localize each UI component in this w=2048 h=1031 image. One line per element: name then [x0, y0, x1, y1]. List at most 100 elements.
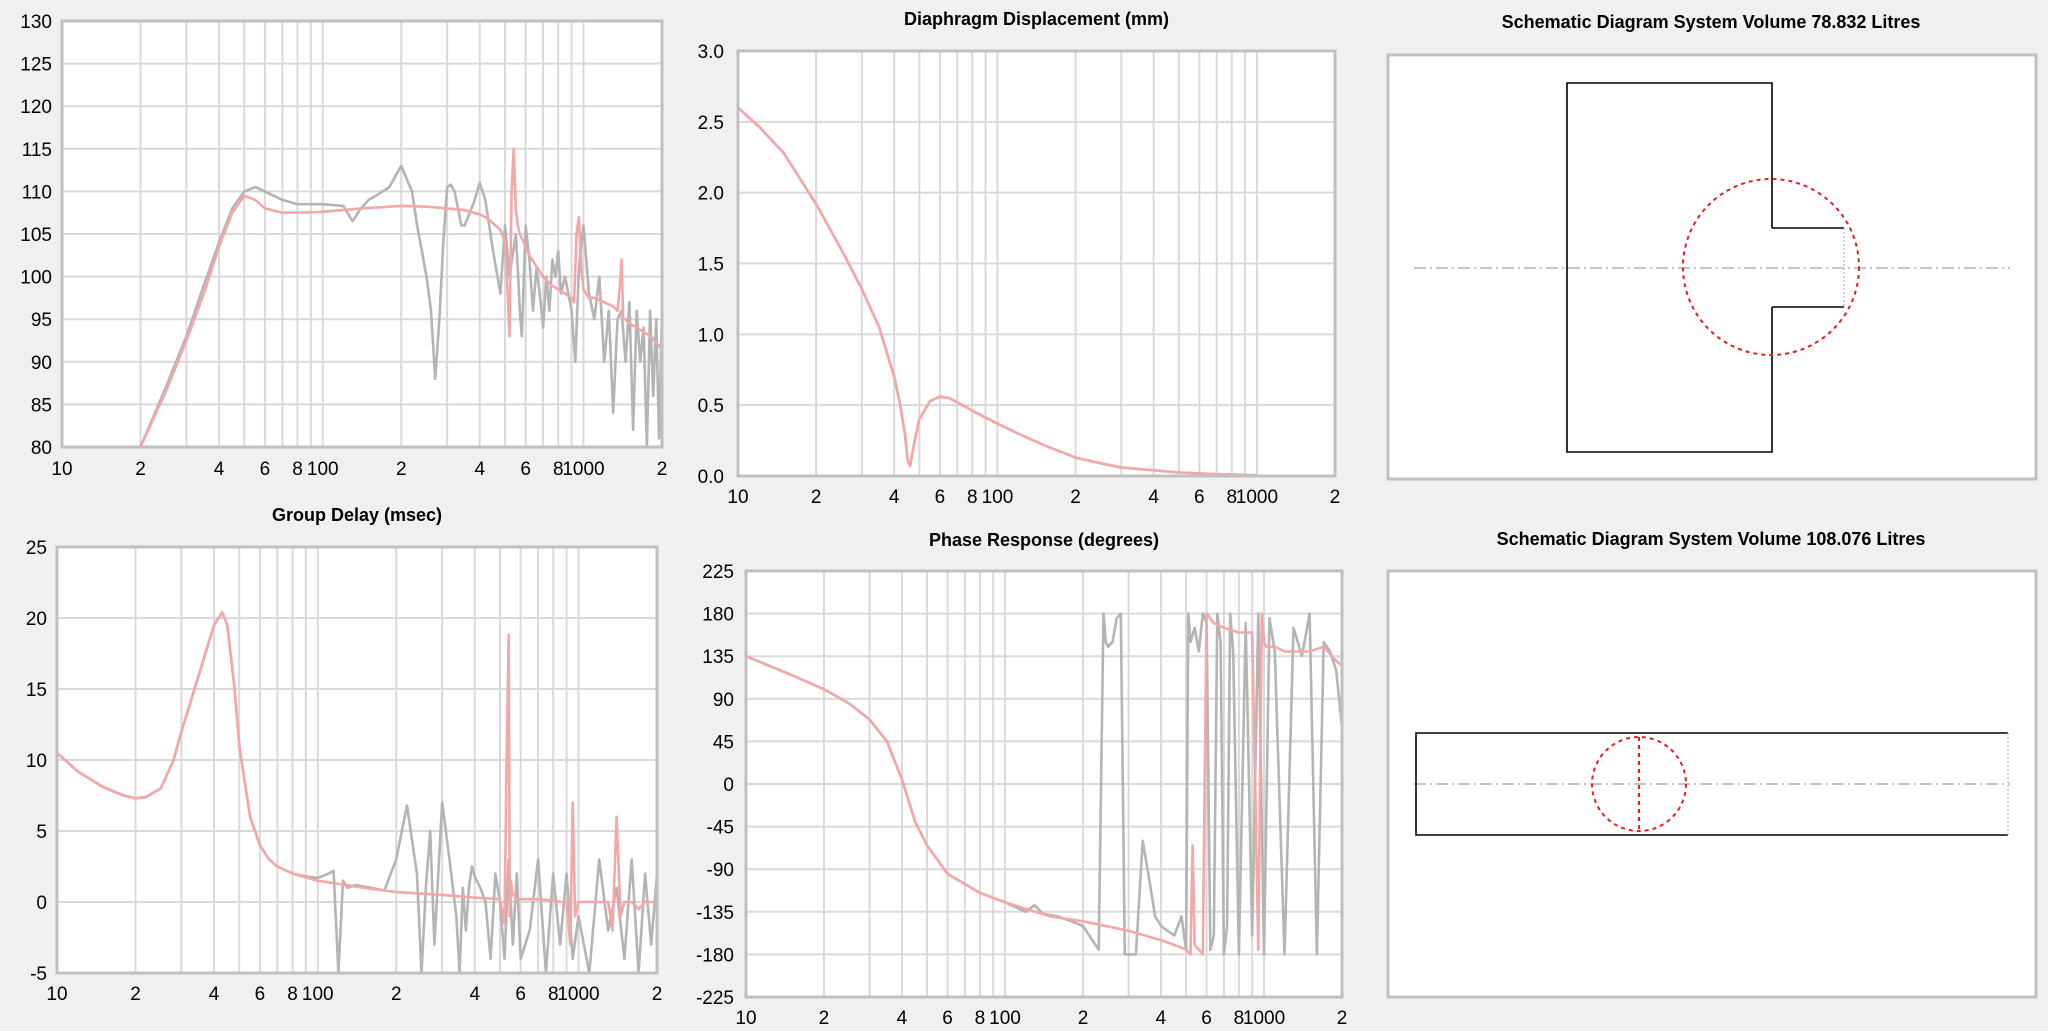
phase-y-tick-label: 0 — [723, 775, 734, 796]
spl-y-tick-label: 110 — [22, 182, 52, 203]
phase-x-tick-label: 2 — [1078, 1008, 1089, 1029]
spl-grid — [62, 21, 662, 447]
group-delay-y-tick-label: 0 — [36, 893, 47, 914]
schematic-2-title: Schematic Diagram System Volume 108.076 … — [1497, 529, 1926, 549]
group-delay-x-tick-label: 4 — [469, 984, 480, 1005]
spl-y-tick-label: 80 — [31, 438, 52, 459]
group-delay-x-tick-label: 10 — [46, 984, 67, 1005]
displacement-x-tick-label: 8 — [967, 487, 978, 508]
displacement-y-tick-label: 0.5 — [698, 396, 724, 417]
schematic-1-title: Schematic Diagram System Volume 78.832 L… — [1502, 12, 1921, 32]
spl-x-tick-label: 2 — [657, 459, 668, 480]
group-delay-x-tick-label: 2 — [652, 984, 663, 1005]
spl-x-tick-label: 10 — [51, 459, 72, 480]
displacement-model-line — [737, 106, 1257, 477]
displacement-y-tick-label: 2.5 — [698, 113, 724, 134]
group-delay-x-tick-label: 4 — [209, 984, 220, 1005]
phase-x-tick-label: 10 — [735, 1008, 756, 1029]
spl-model-line — [139, 147, 663, 448]
phase-y-tick-label: -45 — [707, 818, 734, 839]
phase-title: Phase Response (degrees) — [929, 530, 1159, 550]
enclosure-outline — [1566, 82, 1844, 453]
displacement-x-tick-label: 2 — [811, 487, 822, 508]
phase-grid — [746, 571, 1342, 997]
group-delay-x-tick-label: 8 — [287, 984, 298, 1005]
spl-x-tick-label: 4 — [474, 459, 485, 480]
phase-x-tick-label: 6 — [942, 1008, 953, 1029]
spl-x-tick-label: 2 — [135, 459, 146, 480]
schematic-2-panel: Schematic Diagram System Volume 108.076 … — [1370, 505, 2048, 1031]
phase-x-tick-label: 1000 — [1243, 1008, 1285, 1029]
phase-model-line — [745, 612, 1343, 956]
displacement-title: Diaphragm Displacement (mm) — [904, 9, 1169, 29]
spl-x-tick-label: 6 — [520, 459, 531, 480]
spl-frame — [60, 19, 664, 449]
schematic-1-panel: Schematic Diagram System Volume 78.832 L… — [1370, 0, 2048, 490]
phase-y-tick-label: -180 — [696, 945, 734, 966]
displacement-x-tick-label: 100 — [982, 487, 1014, 508]
group-delay-x-tick-label: 100 — [302, 984, 334, 1005]
displacement-y-tick-label: 1.5 — [698, 255, 724, 276]
displacement-frame — [736, 49, 1337, 478]
spl-y-tick-label: 105 — [20, 225, 52, 246]
group-delay-x-tick-label: 2 — [130, 984, 141, 1005]
group-delay-y-tick-label: 15 — [26, 680, 47, 701]
spl-measured-line — [139, 164, 664, 449]
phase-y-tick-label: 225 — [702, 562, 734, 583]
group-delay-x-tick-label: 1000 — [557, 984, 599, 1005]
displacement-y-tick-label: 1.0 — [698, 325, 724, 346]
spl-y-tick-label: 90 — [31, 353, 52, 374]
phase-y-tick-label: 135 — [702, 647, 734, 668]
spl-x-tick-label: 2 — [396, 459, 407, 480]
spl-y-tick-label: 130 — [20, 12, 52, 33]
phase-x-tick-label: 2 — [1337, 1008, 1348, 1029]
spl-x-tick-label: 1000 — [562, 459, 604, 480]
driver-circle-2 — [1591, 736, 1687, 832]
spl-y-tick-label: 120 — [20, 97, 52, 118]
spl-x-tick-label: 8 — [553, 459, 564, 480]
group-delay-x-tick-label: 6 — [255, 984, 266, 1005]
phase-frame — [744, 569, 1344, 999]
spl-x-tick-label: 100 — [307, 459, 339, 480]
displacement-x-tick-label: 4 — [1148, 487, 1159, 508]
schematic-1-frame — [1386, 53, 2038, 481]
displacement-x-tick-label: 10 — [727, 487, 748, 508]
phase-x-tick-label: 8 — [975, 1008, 986, 1029]
group-delay-y-tick-label: 10 — [26, 751, 47, 772]
displacement-grid — [738, 51, 1335, 476]
spl-x-tick-label: 8 — [292, 459, 303, 480]
driver-circle — [1682, 178, 1860, 356]
phase-y-tick-label: -90 — [707, 860, 734, 881]
group-delay-y-tick-label: 25 — [26, 538, 47, 559]
displacement-x-tick-label: 4 — [889, 487, 900, 508]
spl-x-tick-label: 4 — [214, 459, 225, 480]
phase-y-tick-label: 180 — [702, 605, 734, 626]
displacement-x-tick-label: 8 — [1226, 487, 1237, 508]
phase-x-tick-label: 4 — [897, 1008, 908, 1029]
group-delay-x-tick-label: 2 — [391, 984, 402, 1005]
group-delay-y-tick-label: 20 — [26, 609, 47, 630]
displacement-x-tick-label: 6 — [935, 487, 946, 508]
displacement-x-tick-label: 6 — [1194, 487, 1205, 508]
spl-y-tick-label: 95 — [31, 310, 52, 331]
group-delay-x-tick-label: 6 — [515, 984, 526, 1005]
displacement-x-tick-label: 2 — [1330, 487, 1341, 508]
spl-y-tick-label: 125 — [20, 55, 52, 76]
group-delay-x-tick-label: 8 — [548, 984, 559, 1005]
spl-y-tick-label: 100 — [20, 268, 52, 289]
spl-y-tick-label: 85 — [31, 395, 52, 416]
displacement-x-tick-label: 2 — [1070, 487, 1081, 508]
group-delay-title: Group Delay (msec) — [272, 505, 442, 525]
phase-y-tick-label: -225 — [696, 988, 734, 1009]
phase-y-tick-label: -135 — [696, 903, 734, 924]
phase-x-tick-label: 4 — [1156, 1008, 1167, 1029]
group-delay-model-line — [56, 610, 657, 946]
displacement-y-tick-label: 3.0 — [698, 42, 724, 63]
phase-x-tick-label: 8 — [1234, 1008, 1245, 1029]
group-delay-y-tick-label: -5 — [30, 964, 47, 985]
phase-y-tick-label: 45 — [713, 732, 734, 753]
phase-x-tick-label: 2 — [819, 1008, 830, 1029]
